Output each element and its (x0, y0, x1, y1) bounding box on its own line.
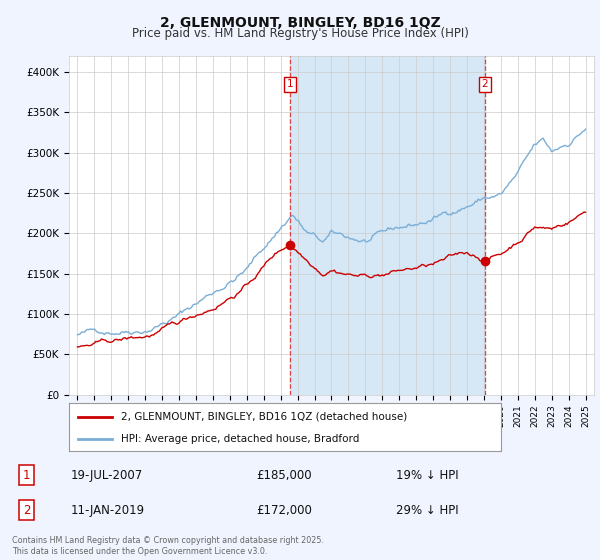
Text: 29% ↓ HPI: 29% ↓ HPI (396, 503, 459, 517)
Text: 1: 1 (23, 469, 30, 482)
Text: Contains HM Land Registry data © Crown copyright and database right 2025.
This d: Contains HM Land Registry data © Crown c… (12, 536, 324, 556)
Text: 2, GLENMOUNT, BINGLEY, BD16 1QZ: 2, GLENMOUNT, BINGLEY, BD16 1QZ (160, 16, 440, 30)
Text: 2: 2 (23, 503, 30, 517)
Text: 2: 2 (481, 79, 488, 89)
Bar (290, 56, 485, 395)
Text: 11-JAN-2019: 11-JAN-2019 (70, 503, 145, 517)
Text: 19-JUL-2007: 19-JUL-2007 (70, 469, 142, 482)
Text: £185,000: £185,000 (256, 469, 312, 482)
Text: £172,000: £172,000 (256, 503, 313, 517)
Text: Price paid vs. HM Land Registry's House Price Index (HPI): Price paid vs. HM Land Registry's House … (131, 27, 469, 40)
Text: 2, GLENMOUNT, BINGLEY, BD16 1QZ (detached house): 2, GLENMOUNT, BINGLEY, BD16 1QZ (detache… (121, 412, 407, 422)
Text: HPI: Average price, detached house, Bradford: HPI: Average price, detached house, Brad… (121, 434, 359, 444)
Text: 19% ↓ HPI: 19% ↓ HPI (396, 469, 459, 482)
Text: 1: 1 (287, 79, 293, 89)
